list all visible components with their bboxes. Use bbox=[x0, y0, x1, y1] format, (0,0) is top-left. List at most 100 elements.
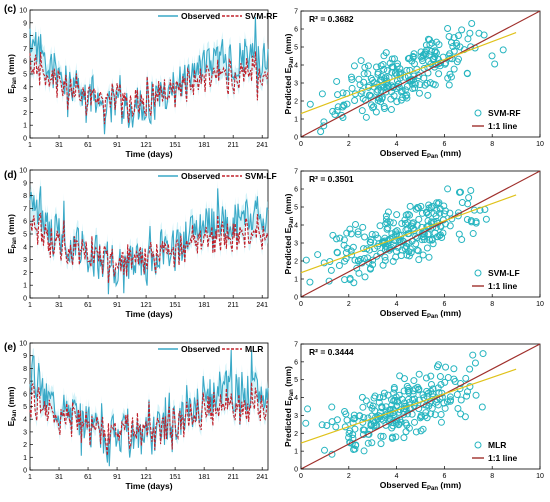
x-label-part: Observed E bbox=[380, 148, 428, 158]
y-tick-label: 2 bbox=[294, 99, 298, 106]
legend-background bbox=[468, 103, 534, 133]
legend-point-swatch bbox=[474, 269, 482, 277]
scatter-point bbox=[354, 230, 362, 238]
y-tick-label: 0 bbox=[294, 135, 298, 142]
y-tick-label: 0 bbox=[294, 467, 298, 474]
scatter-point bbox=[393, 98, 401, 106]
y-tick-label: 6 bbox=[294, 27, 298, 34]
y-tick-label: 3 bbox=[23, 257, 27, 264]
scatter-point bbox=[479, 350, 487, 358]
scatter-point bbox=[455, 188, 463, 196]
scatter-point bbox=[458, 236, 466, 244]
x-tick-label: 1 bbox=[28, 474, 32, 481]
scatter-point bbox=[354, 257, 362, 265]
scatter-point bbox=[362, 113, 370, 121]
scatter-point bbox=[331, 111, 339, 119]
scatter-point bbox=[425, 36, 433, 44]
legend-background bbox=[468, 263, 534, 293]
x-label-part: Pan bbox=[427, 154, 438, 160]
y-axis-label: EPan (mm) bbox=[6, 386, 18, 426]
scatter-point bbox=[306, 278, 314, 286]
y-label-part: (mm) bbox=[283, 33, 293, 56]
scatter-point bbox=[340, 236, 348, 244]
scatter-point bbox=[423, 414, 431, 422]
scatter-point bbox=[482, 215, 490, 223]
x-tick-label: 0 bbox=[299, 473, 303, 480]
x-tick-label: 121 bbox=[140, 142, 152, 149]
scatter-point bbox=[421, 81, 429, 89]
y-tick-label: 7 bbox=[23, 206, 27, 213]
scatter-point bbox=[469, 351, 477, 359]
y-tick-label: 1 bbox=[23, 455, 27, 462]
scatter-point bbox=[389, 219, 397, 227]
x-tick-label: 241 bbox=[256, 302, 268, 309]
y-label-part: Pan bbox=[289, 216, 295, 227]
scatter-point bbox=[401, 216, 409, 224]
scatter-point bbox=[413, 221, 421, 229]
scatter-point bbox=[395, 421, 403, 429]
y-label-unit: (mm) bbox=[6, 54, 16, 77]
x-tick-label: 241 bbox=[256, 474, 268, 481]
x-tick-label: 6 bbox=[442, 473, 446, 480]
x-tick-label: 1 bbox=[28, 302, 32, 309]
scatter-point bbox=[450, 47, 458, 55]
scatter-point bbox=[427, 381, 435, 389]
y-tick-label: 1 bbox=[23, 283, 27, 290]
regression-fit-line bbox=[300, 368, 517, 444]
scatter-point bbox=[362, 397, 370, 405]
y-tick-label: 6 bbox=[23, 219, 27, 226]
scatter-point bbox=[446, 222, 454, 230]
scatter-point bbox=[383, 410, 391, 418]
scatter-point bbox=[454, 32, 462, 40]
legend-observed-label: Observed bbox=[181, 11, 220, 21]
y-label-main: E bbox=[6, 248, 16, 254]
scatter-point bbox=[472, 391, 480, 399]
scatter-point bbox=[433, 199, 441, 207]
scatter-point bbox=[453, 391, 461, 399]
y-label-sub: Pan bbox=[12, 237, 18, 248]
x-axis-label: Observed EPan (mm) bbox=[380, 148, 462, 160]
scatter-point bbox=[335, 262, 343, 270]
scatter-point bbox=[361, 233, 369, 241]
scatter-point bbox=[370, 103, 378, 111]
x-tick-label: 211 bbox=[228, 142, 239, 149]
one-to-one-line bbox=[300, 343, 541, 470]
x-tick-label: 121 bbox=[140, 302, 152, 309]
x-axis-label: Time (days) bbox=[125, 309, 172, 319]
scatter-point bbox=[393, 230, 401, 238]
one-to-one-line bbox=[300, 10, 541, 138]
scatter-point bbox=[386, 59, 394, 67]
legend-observed-label: Observed bbox=[181, 344, 220, 354]
scatter-point bbox=[372, 108, 380, 116]
scatter-point bbox=[347, 230, 355, 238]
scatter-point bbox=[406, 211, 414, 219]
y-label-part: Predicted E bbox=[283, 227, 293, 274]
scatter-point bbox=[480, 31, 488, 39]
scatter-point bbox=[419, 251, 427, 259]
scatter-point bbox=[446, 393, 454, 401]
scatter-point bbox=[428, 236, 436, 244]
scatter-point bbox=[329, 231, 337, 239]
scatter-point bbox=[478, 403, 486, 411]
x-tick-label: 91 bbox=[113, 474, 121, 481]
y-tick-label: 8 bbox=[23, 33, 27, 40]
y-tick-label: 10 bbox=[19, 341, 27, 348]
scatter-point bbox=[364, 430, 372, 438]
y-tick-label: 7 bbox=[294, 342, 298, 349]
y-label-part: Predicted E bbox=[283, 67, 293, 114]
scatter-point bbox=[333, 416, 341, 424]
scatter-point bbox=[380, 52, 388, 60]
scatter-point bbox=[341, 408, 349, 416]
scatter-point bbox=[333, 249, 341, 257]
scatter-point bbox=[365, 82, 373, 90]
x-tick-label: 2 bbox=[347, 301, 351, 308]
scatter-point bbox=[400, 387, 408, 395]
scatter-point bbox=[327, 266, 335, 274]
scatter-point bbox=[323, 422, 331, 430]
x-tick-label: 181 bbox=[198, 474, 210, 481]
scatter-point bbox=[466, 29, 474, 37]
scatter-point bbox=[422, 46, 430, 54]
x-tick-label: 8 bbox=[490, 473, 494, 480]
